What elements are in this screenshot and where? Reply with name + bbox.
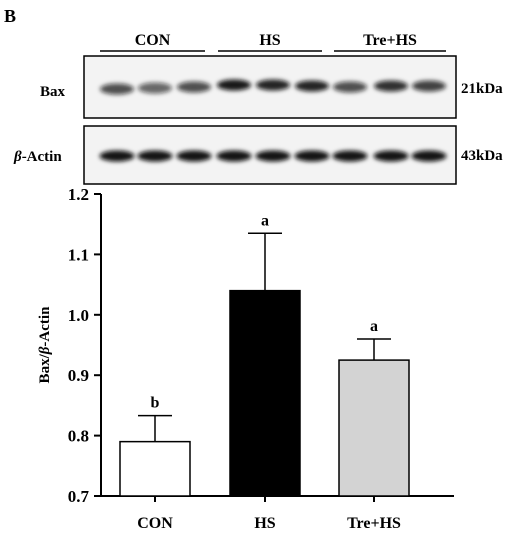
blot-band [177, 81, 211, 93]
y-tick-label: 1.1 [68, 245, 89, 264]
blot-band [411, 150, 447, 162]
blot-band [137, 150, 173, 162]
blot-band [256, 79, 290, 91]
blot-band [373, 150, 409, 162]
y-tick-label: 1.2 [68, 185, 89, 204]
significance-label: a [370, 318, 378, 335]
y-tick-label: 0.9 [68, 366, 89, 385]
blot-size-actin: 43kDa [461, 148, 503, 164]
x-tick-label: Tre+HS [347, 515, 401, 532]
blot-band [138, 82, 172, 94]
y-tick-label: 0.8 [68, 427, 89, 446]
significance-label: b [151, 395, 160, 412]
blot-band [412, 80, 446, 92]
blot-group-headers: CON HS Tre+HS [100, 32, 446, 52]
significance-label: a [261, 212, 269, 229]
panel-label: B [4, 6, 16, 26]
x-axis: CON HS Tre+HS [100, 495, 454, 532]
bar [338, 359, 410, 497]
blot-size-bax: 21kDa [461, 81, 503, 97]
blot-band [216, 150, 252, 162]
blot-band [217, 79, 251, 91]
bar-chart: 0.7 0.8 0.9 1.0 1.1 1.2 CON HS Tre+HS b a a Bax/β… [37, 185, 454, 532]
blot-bands-actin [99, 150, 447, 162]
blot-group-label: Tre+HS [363, 32, 417, 49]
bar [119, 440, 191, 497]
blot-group-label: CON [135, 32, 171, 49]
x-tick-label: HS [254, 515, 275, 532]
blot-bands-bax [100, 79, 446, 95]
y-axis-label: Bax/β-Actin [37, 306, 53, 384]
y-tick-label: 1.0 [68, 306, 89, 325]
blot-band [99, 150, 135, 162]
blot-band [295, 80, 329, 92]
blot-band [255, 150, 291, 162]
bars: b a a [119, 212, 410, 497]
blot-group-label: HS [259, 32, 280, 49]
blot-row-label-bax: Bax [40, 84, 66, 100]
blot-band [100, 83, 134, 95]
bar [229, 289, 301, 497]
x-tick-label: CON [137, 515, 173, 532]
blot-band [374, 80, 408, 92]
blot-band [176, 150, 212, 162]
y-axis: 0.7 0.8 0.9 1.0 1.1 1.2 [68, 185, 102, 506]
blot-band [294, 150, 330, 162]
blot-band [333, 81, 367, 93]
blot-row-label-actin: β-Actin [13, 149, 62, 165]
blot-band [332, 150, 368, 162]
y-tick-label: 0.7 [68, 487, 90, 506]
